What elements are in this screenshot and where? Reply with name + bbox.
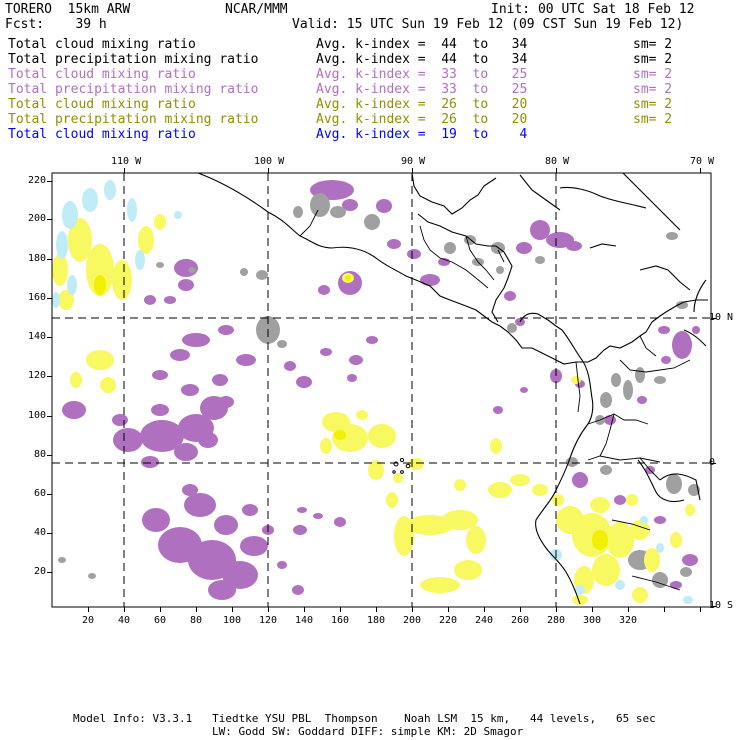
legend-variable: Total precipitation mixing ratio <box>8 82 259 97</box>
legend-range: Avg. k-index = 33 to 25 <box>316 82 528 97</box>
legend-smoothing: sm= 2 <box>633 67 673 82</box>
y-tick-label: 120 <box>28 370 47 381</box>
legend-row: Total precipitation mixing ratio Avg. k-… <box>8 112 732 127</box>
y-tick-label: 20 <box>34 566 47 577</box>
x-tick-label: 20 <box>82 615 95 626</box>
plot-frame <box>51 172 712 608</box>
lon-label: 110 W <box>111 156 142 167</box>
legend-smoothing: sm= 2 <box>633 82 673 97</box>
country-borders <box>299 209 691 591</box>
y-tick-label: 40 <box>34 527 47 538</box>
x-tick-label: 300 <box>583 615 602 626</box>
legend-row: Total cloud mixing ratio Avg. k-index = … <box>8 127 732 142</box>
x-tick-label: 80 <box>190 615 203 626</box>
legend-row: Total cloud mixing ratio Avg. k-index = … <box>8 67 732 82</box>
lon-label: 100 W <box>254 156 285 167</box>
legend-range: Avg. k-index = 44 to 34 <box>316 52 528 67</box>
x-tick-label: 200 <box>403 615 422 626</box>
legend-variable: Total cloud mixing ratio <box>8 37 196 52</box>
legend-smoothing: sm= 2 <box>633 97 673 112</box>
x-tick-label: 240 <box>475 615 494 626</box>
init-time: Init: 00 UTC Sat 18 Feb 12 <box>491 2 695 17</box>
x-tick-label: 120 <box>259 615 278 626</box>
light-blue-cloud-field <box>52 180 693 604</box>
galapagos-islands <box>392 457 411 474</box>
x-tick-label: 160 <box>331 615 350 626</box>
organization-label: NCAR/MMM <box>225 2 288 17</box>
model-title: TORERO 15km ARW <box>5 2 131 17</box>
lat-lon-grid <box>52 173 711 607</box>
x-tick-label: 100 <box>223 615 242 626</box>
legend-smoothing: sm= 2 <box>633 37 673 52</box>
lat-label: 10 N <box>709 312 734 323</box>
x-tick-label: 40 <box>118 615 131 626</box>
physics-info: LW: Godd SW: Goddard DIFF: simple KM: 2D… <box>212 725 524 738</box>
legend-row: Total cloud mixing ratio Avg. k-index = … <box>8 97 732 112</box>
y-tick-label: 160 <box>28 292 47 303</box>
legend-variable: Total cloud mixing ratio <box>8 127 196 142</box>
lon-label: 90 W <box>401 156 426 167</box>
map-area <box>52 173 711 607</box>
x-tick-label: 320 <box>619 615 638 626</box>
legend-range: Avg. k-index = 19 to 4 <box>316 127 528 142</box>
forecast-hour: Fcst: 39 h <box>5 17 107 32</box>
legend-smoothing: sm= 2 <box>633 52 673 67</box>
legend-range: Avg. k-index = 33 to 25 <box>316 67 528 82</box>
x-axis-ticks <box>88 168 701 612</box>
legend-variable: Total cloud mixing ratio <box>8 97 196 112</box>
y-tick-label: 180 <box>28 253 47 264</box>
lon-label: 70 W <box>690 156 715 167</box>
legend-variable: Total precipitation mixing ratio <box>8 112 259 127</box>
y-tick-label: 60 <box>34 488 47 499</box>
yellow-core-field <box>94 275 608 550</box>
legend-row: Total cloud mixing ratio Avg. k-index = … <box>8 37 732 52</box>
legend-smoothing: sm= 2 <box>633 112 673 127</box>
legend-row: Total precipitation mixing ratio Avg. k-… <box>8 82 732 97</box>
valid-time: Valid: 15 UTC Sun 19 Feb 12 (09 CST Sun … <box>292 17 684 32</box>
x-tick-label: 60 <box>154 615 167 626</box>
x-tick-label: 220 <box>439 615 458 626</box>
x-tick-label: 140 <box>295 615 314 626</box>
model-info: Model Info: V3.3.1 Tiedtke YSU PBL Thomp… <box>73 712 656 725</box>
coastlines <box>197 173 708 605</box>
legend-range: Avg. k-index = 44 to 34 <box>316 37 528 52</box>
x-tick-label: 280 <box>547 615 566 626</box>
legend-variable: Total cloud mixing ratio <box>8 67 196 82</box>
y-tick-label: 220 <box>28 175 47 186</box>
x-tick-label: 260 <box>511 615 530 626</box>
lat-label: 10 S <box>709 600 734 611</box>
legend-row: Total precipitation mixing ratio Avg. k-… <box>8 52 732 67</box>
purple-cloud-field <box>62 180 700 600</box>
y-axis-ticks <box>47 181 716 607</box>
y-tick-label: 200 <box>28 213 47 224</box>
legend-range: Avg. k-index = 26 to 20 <box>316 97 528 112</box>
y-tick-label: 80 <box>34 449 47 460</box>
y-tick-label: 100 <box>28 410 47 421</box>
lon-label: 80 W <box>545 156 570 167</box>
legend-variable: Total precipitation mixing ratio <box>8 52 259 67</box>
legend-range: Avg. k-index = 26 to 20 <box>316 112 528 127</box>
x-tick-label: 180 <box>367 615 386 626</box>
y-tick-label: 140 <box>28 331 47 342</box>
lat-label: 0 <box>709 457 716 468</box>
